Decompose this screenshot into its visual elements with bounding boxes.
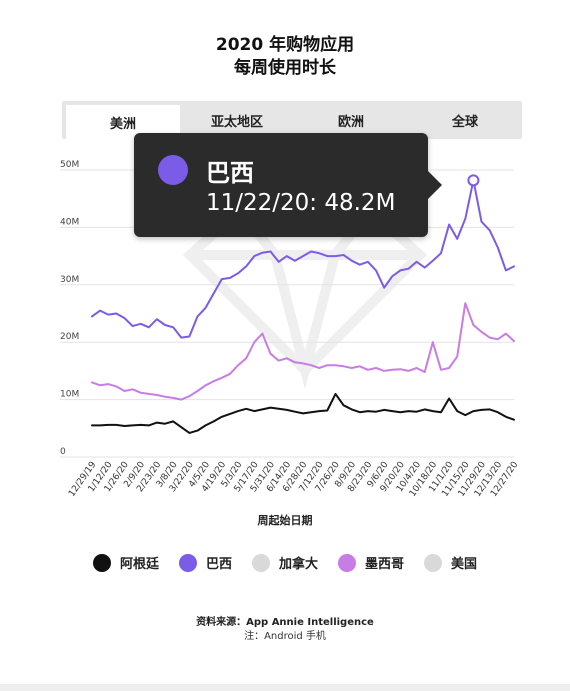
y-tick-label: 50M — [60, 160, 79, 170]
legend-swatch — [338, 553, 356, 572]
y-axis-ticks: 0 10M 20M 30M 40M 50M — [60, 160, 79, 457]
legend-swatch — [92, 553, 111, 572]
legend-swatch — [178, 553, 197, 572]
series-line — [91, 392, 515, 434]
x-axis-ticks: 12/29/191/12/201/26/202/9/202/23/203/8/2… — [67, 460, 521, 499]
legend-label: 巴西 — [205, 557, 232, 572]
y-tick-label: 10M — [60, 390, 79, 400]
series-lines — [91, 179, 515, 434]
legend-label: 墨西哥 — [365, 557, 405, 572]
y-tick-label: 40M — [60, 217, 79, 227]
y-tick-label: 20M — [60, 332, 79, 342]
tab-europe[interactable]: 欧洲 — [337, 114, 364, 130]
x-axis-label: 周起始日期 — [257, 514, 313, 527]
legend-item-mexico[interactable]: 墨西哥 — [338, 553, 404, 572]
line-chart: 0 10M 20M 30M 40M 50M 12/29/191/12/201/26/202… — [60, 160, 521, 499]
bottom-divider — [0, 684, 570, 691]
legend-item-argentina[interactable]: 阿根廷 — [92, 553, 159, 572]
series-line — [91, 302, 515, 401]
series-line — [91, 179, 515, 339]
highlight-point[interactable] — [467, 174, 480, 187]
legend-label: 加拿大 — [278, 557, 318, 572]
region-tabs: 美洲 亚太地区 欧洲 全球 — [62, 101, 522, 139]
legend-swatch — [251, 553, 270, 572]
highlight-layer — [467, 174, 480, 187]
tab-asia-pacific[interactable]: 亚太地区 — [210, 114, 263, 130]
legend-label: 美国 — [451, 557, 478, 572]
chart-title-line-2: 每周使用时长 — [234, 58, 336, 78]
footnote: 注：Android 手机 — [244, 631, 326, 642]
tab-global[interactable]: 全球 — [451, 114, 478, 130]
tooltip-series-name: 巴西 — [206, 159, 254, 187]
source-note: 资料来源：App Annie Intelligence — [196, 617, 374, 628]
chart-title-line-1: 2020 年购物应用 — [215, 35, 355, 55]
tooltip-value: 11/22/20: 48.2M — [206, 190, 396, 216]
legend-swatch — [424, 553, 443, 572]
tooltip-series-swatch — [158, 155, 188, 185]
y-tick-label: 0 — [60, 447, 66, 457]
legend-item-canada[interactable]: 加拿大 — [251, 553, 318, 572]
data-tooltip: 巴西 11/22/20: 48.2M — [134, 133, 442, 237]
legend-label: 阿根廷 — [119, 557, 159, 572]
legend: 阿根廷 巴西 加拿大 墨西哥 美国 — [0, 553, 570, 572]
legend-item-usa[interactable]: 美国 — [424, 553, 477, 572]
legend-item-brazil[interactable]: 巴西 — [178, 553, 232, 572]
y-tick-label: 30M — [60, 275, 79, 285]
